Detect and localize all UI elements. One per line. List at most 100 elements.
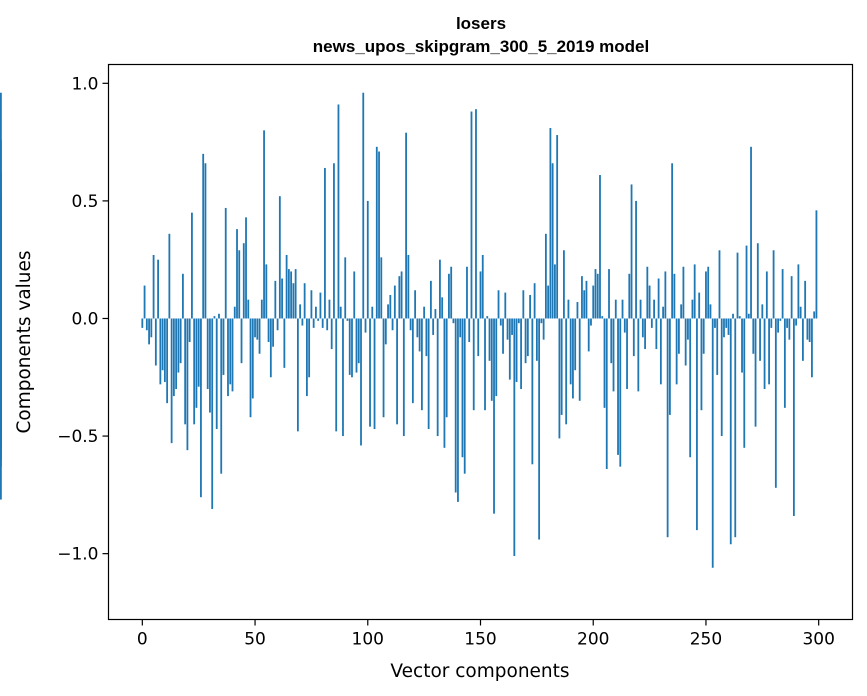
- bar-254: [714, 318, 716, 328]
- bar-216: [628, 273, 631, 319]
- bar-200: [592, 285, 595, 319]
- bar-174: [533, 283, 536, 319]
- bar-196: [583, 290, 586, 319]
- bar-212: [619, 318, 622, 467]
- bar-255: [716, 318, 719, 375]
- bar-246: [696, 318, 698, 531]
- bar-205: [603, 318, 606, 408]
- bar-107: [382, 318, 385, 418]
- bar-60: [276, 318, 279, 331]
- bar-142: [461, 318, 464, 458]
- bar-179: [544, 233, 547, 319]
- bar-72: [303, 283, 306, 319]
- bar-214: [623, 318, 626, 333]
- bar-218: [632, 318, 635, 357]
- bar-100: [366, 200, 369, 319]
- bar-261: [729, 318, 732, 545]
- bar-13: [170, 318, 173, 444]
- bar-234: [668, 318, 671, 415]
- bar-185: [558, 318, 561, 439]
- bar-47: [247, 299, 250, 319]
- bar-263: [734, 318, 737, 538]
- bar-30: [209, 318, 211, 413]
- bar-141: [459, 318, 462, 338]
- x-tick-label: 0: [137, 630, 148, 650]
- bar-244: [691, 299, 694, 319]
- bar-267: [743, 318, 746, 448]
- bar-136: [448, 273, 450, 319]
- bar-27: [202, 153, 205, 319]
- bar-242: [687, 318, 689, 340]
- bar-92: [348, 318, 351, 375]
- bar-287: [788, 318, 791, 340]
- bar-101: [369, 318, 371, 427]
- bar-90: [344, 257, 347, 319]
- bar-42: [236, 229, 238, 319]
- bar-106: [380, 257, 383, 319]
- bar-104: [375, 146, 378, 319]
- bar-295: [806, 318, 809, 340]
- bar-87: [337, 104, 340, 319]
- bar-154: [488, 318, 491, 361]
- bar-66: [290, 271, 293, 319]
- bar-189: [567, 299, 570, 319]
- x-tick-label: 250: [690, 630, 722, 650]
- bar-273: [756, 243, 759, 319]
- y-axis-label: Components values: [14, 250, 35, 433]
- bar-210: [614, 299, 617, 319]
- bar-73: [306, 318, 308, 397]
- bar-65: [287, 269, 290, 319]
- y-tick-label: 0.5: [71, 192, 98, 212]
- bar-56: [267, 318, 270, 342]
- bar-40: [231, 318, 234, 392]
- bar-93: [351, 318, 353, 378]
- bar-187: [563, 250, 565, 319]
- bar-178: [542, 318, 545, 340]
- bar-75: [310, 290, 313, 319]
- bar-24: [195, 318, 198, 408]
- bar-268: [745, 245, 748, 319]
- bar-140: [457, 318, 459, 502]
- bar-231: [662, 306, 665, 319]
- bar-3: [148, 318, 150, 345]
- bar-78: [317, 318, 320, 321]
- bar-236: [673, 273, 676, 319]
- bar-49: [251, 318, 254, 399]
- bar-149: [477, 318, 480, 357]
- bar-45: [242, 243, 245, 319]
- bar-167: [517, 318, 520, 324]
- bar-63: [283, 318, 286, 368]
- bar-8: [159, 318, 162, 385]
- bar-191: [572, 318, 574, 399]
- bar-119: [409, 318, 412, 331]
- bar-118: [407, 254, 410, 319]
- y-tick-label: 1.0: [71, 74, 98, 94]
- bar-undefined: [0, 318, 2, 460]
- bar-288: [790, 276, 793, 319]
- bar-18: [182, 273, 184, 319]
- bar-176: [538, 318, 541, 540]
- bar-39: [229, 318, 232, 385]
- bar-undefined: [0, 215, 2, 319]
- bar-188: [565, 318, 568, 425]
- bar-243: [689, 318, 692, 458]
- bar-138: [452, 318, 455, 324]
- bar-97: [360, 318, 362, 446]
- bar-17: [179, 318, 182, 364]
- bar-253: [711, 318, 714, 568]
- bar-109: [387, 304, 389, 319]
- bar-86: [335, 318, 338, 432]
- bar-224: [646, 266, 649, 319]
- bar-206: [605, 318, 608, 469]
- bar-235: [671, 163, 674, 319]
- bar-123: [418, 318, 421, 352]
- bar-298: [813, 311, 816, 319]
- bar-160: [502, 318, 504, 354]
- bar-252: [709, 304, 712, 319]
- bar-88: [339, 306, 342, 319]
- bar-193: [576, 302, 579, 319]
- bar-227: [653, 299, 655, 319]
- bar-258: [723, 318, 725, 338]
- bar-259: [725, 318, 728, 328]
- bar-9: [161, 318, 164, 371]
